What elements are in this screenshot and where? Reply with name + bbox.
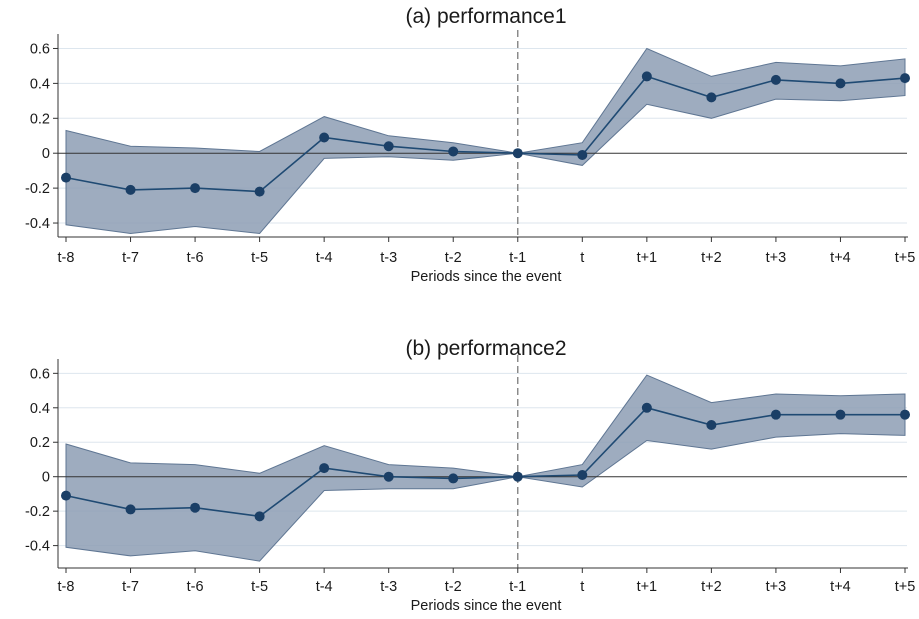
y-tick-label: -0.2 [25,181,50,197]
y-tick-label: 0.4 [30,76,50,92]
data-point [319,463,330,474]
x-tick-label: t+5 [895,250,916,266]
x-tick-label: t+2 [701,250,722,266]
x-tick-label: t+3 [766,250,787,266]
data-point [900,73,910,84]
data-point [641,402,652,413]
data-point [641,71,652,82]
data-point [706,92,717,103]
x-tick-label: t-3 [380,250,397,266]
data-point [835,78,846,89]
x-tick-label: t+4 [830,250,851,266]
data-point [448,473,459,484]
chart-title: (b) performance2 [405,337,566,360]
x-tick-label: t-6 [187,579,204,595]
panel-b: -0.4 -0.2 0 0.2 0.4 0.6 t-8 t-7 t-6 t-5 t-4 t-3 t-2 t… [25,337,915,614]
data-point [125,184,136,195]
x-tick-label: t-6 [187,250,204,266]
x-tick-label: t-8 [58,579,75,595]
x-tick-label: t-3 [380,579,397,595]
data-point [190,183,201,194]
data-point [190,502,201,513]
x-tick-label: t-7 [122,579,139,595]
x-tick-label: t+4 [830,579,851,595]
data-point [383,471,394,482]
y-tick-label: 0.2 [30,111,50,127]
x-tick-label: t+1 [637,250,658,266]
x-tick-label: t-5 [251,250,268,266]
y-tick-label: -0.4 [25,216,50,232]
y-tick-label: 0.2 [30,435,50,451]
x-tick-label: t-1 [509,579,526,595]
y-tick-label: -0.2 [25,504,50,520]
x-tick-label: t+3 [766,579,787,595]
confidence-band [65,47,906,235]
data-point [512,148,523,159]
chart-title: (a) performance1 [405,5,566,28]
data-point [319,132,330,143]
panel-a: -0.4 -0.2 0 0.2 0.4 0.6 t-8 t-7 t-6 t-5 t-4 t-3 t-2 t… [25,5,915,285]
data-point [383,141,394,152]
data-point [61,172,71,183]
data-point [254,511,265,522]
x-tick-label: t-8 [58,250,75,266]
data-point [770,409,781,420]
x-tick-label: t-4 [316,579,333,595]
x-axis-label: Periods since the event [411,269,562,285]
data-point [125,504,136,515]
x-tick-label: t-7 [122,250,139,266]
x-tick-label: t-2 [445,250,462,266]
data-point [577,149,588,160]
y-tick-label: 0 [42,470,50,486]
x-tick-label: t-2 [445,579,462,595]
x-axis-label: Periods since the event [411,598,562,614]
y-tick-label: 0 [42,146,50,162]
data-point [61,490,71,501]
x-tick-label: t+1 [637,579,658,595]
data-point [448,146,459,157]
x-tick-label: t [580,579,584,595]
x-tick-label: t-5 [251,579,268,595]
data-point [770,74,781,85]
series-line [65,406,905,518]
y-tick-label: 0.6 [30,366,50,382]
data-point [577,469,588,480]
data-point [512,471,523,482]
data-point [900,409,910,420]
x-tick-label: t+5 [895,579,916,595]
x-tick-label: t+2 [701,579,722,595]
data-point [254,186,265,197]
confidence-band [65,374,906,562]
x-tick-label: t-1 [509,250,526,266]
y-tick-label: 0.4 [30,401,50,417]
data-point [706,420,717,431]
y-tick-label: -0.4 [25,539,50,555]
data-point [835,409,846,420]
x-tick-label: t-4 [316,250,333,266]
x-tick-label: t [580,250,584,266]
series-line [65,75,906,193]
y-tick-label: 0.6 [30,41,50,57]
